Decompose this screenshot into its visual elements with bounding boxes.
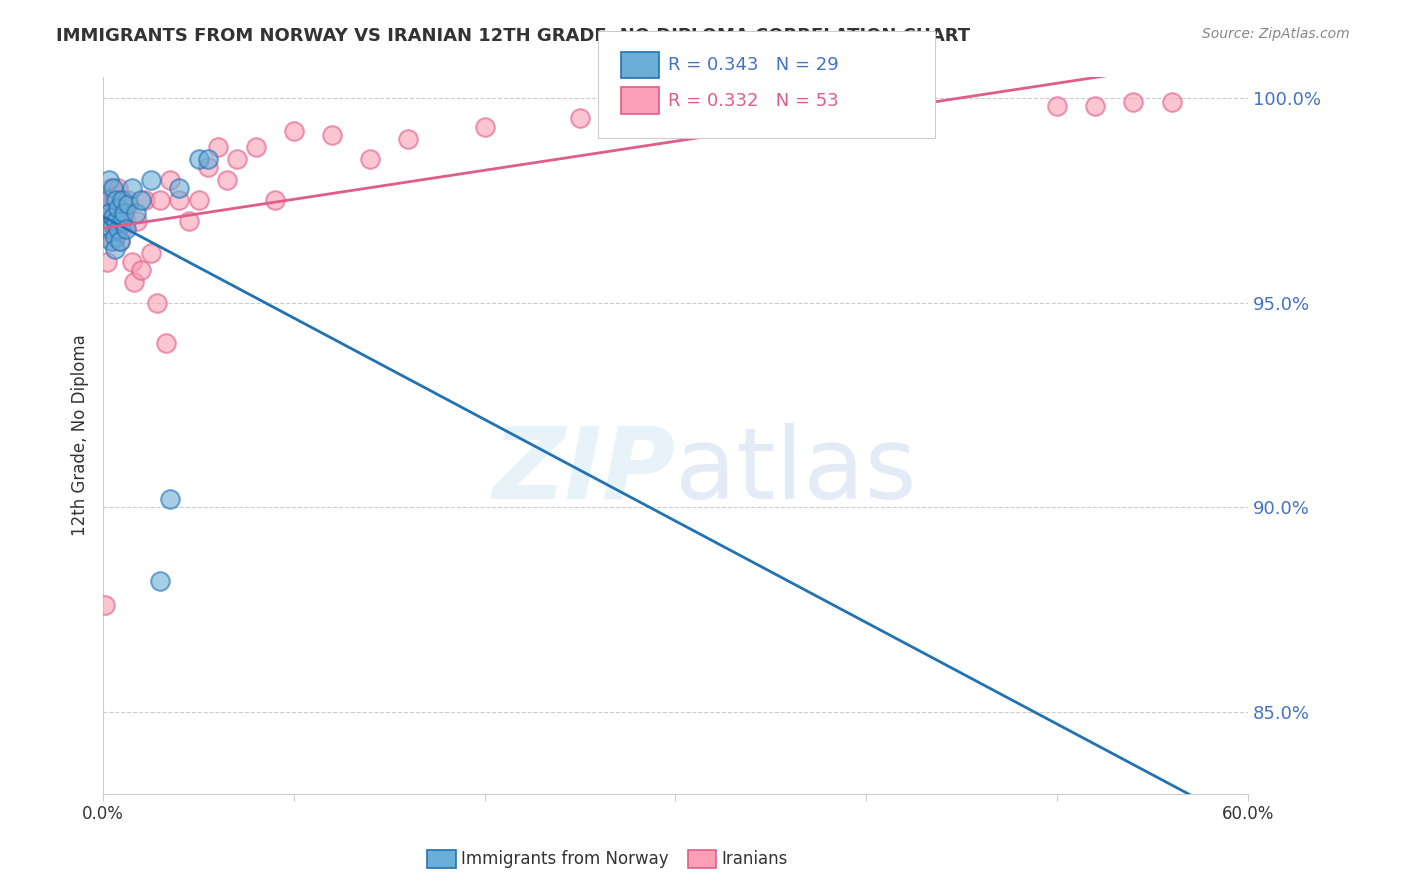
Point bbox=[112, 202, 135, 216]
Point bbox=[103, 222, 125, 236]
Point bbox=[139, 173, 162, 187]
Point bbox=[474, 120, 496, 134]
Point bbox=[107, 222, 129, 236]
Point bbox=[134, 193, 156, 207]
Point bbox=[105, 205, 128, 219]
Point bbox=[100, 181, 122, 195]
Text: ZIP: ZIP bbox=[492, 423, 675, 520]
Point bbox=[177, 213, 200, 227]
Point bbox=[111, 193, 134, 207]
Point bbox=[103, 193, 125, 207]
Point bbox=[169, 193, 191, 207]
Point bbox=[155, 336, 177, 351]
Point bbox=[187, 193, 209, 207]
Point bbox=[97, 205, 120, 219]
Point bbox=[569, 112, 592, 126]
Point bbox=[245, 140, 267, 154]
Point bbox=[129, 262, 152, 277]
Point bbox=[197, 161, 219, 175]
Point bbox=[101, 210, 124, 224]
Point bbox=[110, 205, 132, 219]
Point bbox=[1122, 95, 1144, 109]
Point bbox=[145, 295, 167, 310]
Point bbox=[149, 193, 172, 207]
Text: Immigrants from Norway: Immigrants from Norway bbox=[461, 850, 669, 868]
Point bbox=[121, 181, 143, 195]
Point bbox=[103, 230, 125, 244]
Point bbox=[169, 181, 191, 195]
Point bbox=[97, 173, 120, 187]
Text: R = 0.343   N = 29: R = 0.343 N = 29 bbox=[668, 56, 838, 74]
Point bbox=[100, 213, 122, 227]
Point bbox=[94, 599, 117, 613]
Point bbox=[101, 193, 124, 207]
Point bbox=[122, 275, 145, 289]
Point bbox=[197, 153, 219, 167]
Point bbox=[112, 205, 135, 219]
Point bbox=[321, 128, 343, 142]
Point bbox=[664, 103, 686, 118]
Point bbox=[110, 234, 132, 248]
Point bbox=[96, 193, 118, 207]
Point bbox=[111, 193, 134, 207]
Point bbox=[105, 193, 128, 207]
Point bbox=[97, 205, 120, 219]
Point bbox=[159, 491, 181, 506]
Point bbox=[359, 153, 381, 167]
Point bbox=[187, 153, 209, 167]
Point bbox=[103, 243, 125, 257]
Y-axis label: 12th Grade, No Diploma: 12th Grade, No Diploma bbox=[72, 334, 89, 536]
Point bbox=[105, 222, 128, 236]
Point bbox=[117, 193, 139, 207]
Point bbox=[1084, 99, 1107, 113]
Point bbox=[101, 234, 124, 248]
Point bbox=[96, 193, 118, 207]
Point bbox=[129, 193, 152, 207]
Point bbox=[225, 153, 247, 167]
Point bbox=[283, 123, 305, 137]
Point bbox=[217, 173, 239, 187]
Point bbox=[396, 132, 419, 146]
Point bbox=[121, 254, 143, 268]
Point bbox=[1046, 99, 1069, 113]
Point bbox=[100, 222, 122, 236]
Point bbox=[97, 222, 120, 236]
Point bbox=[101, 181, 124, 195]
Point bbox=[149, 574, 172, 588]
Point bbox=[127, 213, 149, 227]
Text: R = 0.332   N = 53: R = 0.332 N = 53 bbox=[668, 92, 838, 110]
Point bbox=[117, 197, 139, 211]
Point bbox=[1160, 95, 1182, 109]
Text: Source: ZipAtlas.com: Source: ZipAtlas.com bbox=[1202, 27, 1350, 41]
Point bbox=[207, 140, 229, 154]
Point bbox=[855, 107, 877, 121]
Point bbox=[139, 246, 162, 260]
Point bbox=[115, 213, 138, 227]
Point bbox=[111, 213, 134, 227]
Point bbox=[124, 205, 146, 219]
Point bbox=[111, 222, 134, 236]
Point bbox=[105, 213, 128, 227]
Point bbox=[110, 234, 132, 248]
Text: atlas: atlas bbox=[675, 423, 917, 520]
Point bbox=[100, 234, 122, 248]
Point bbox=[96, 254, 118, 268]
Point bbox=[115, 222, 138, 236]
Point bbox=[159, 173, 181, 187]
Point bbox=[94, 213, 117, 227]
Point bbox=[107, 181, 129, 195]
Point bbox=[263, 193, 285, 207]
Text: IMMIGRANTS FROM NORWAY VS IRANIAN 12TH GRADE, NO DIPLOMA CORRELATION CHART: IMMIGRANTS FROM NORWAY VS IRANIAN 12TH G… bbox=[56, 27, 970, 45]
Point bbox=[107, 205, 129, 219]
Point bbox=[107, 202, 129, 216]
Text: Iranians: Iranians bbox=[721, 850, 787, 868]
